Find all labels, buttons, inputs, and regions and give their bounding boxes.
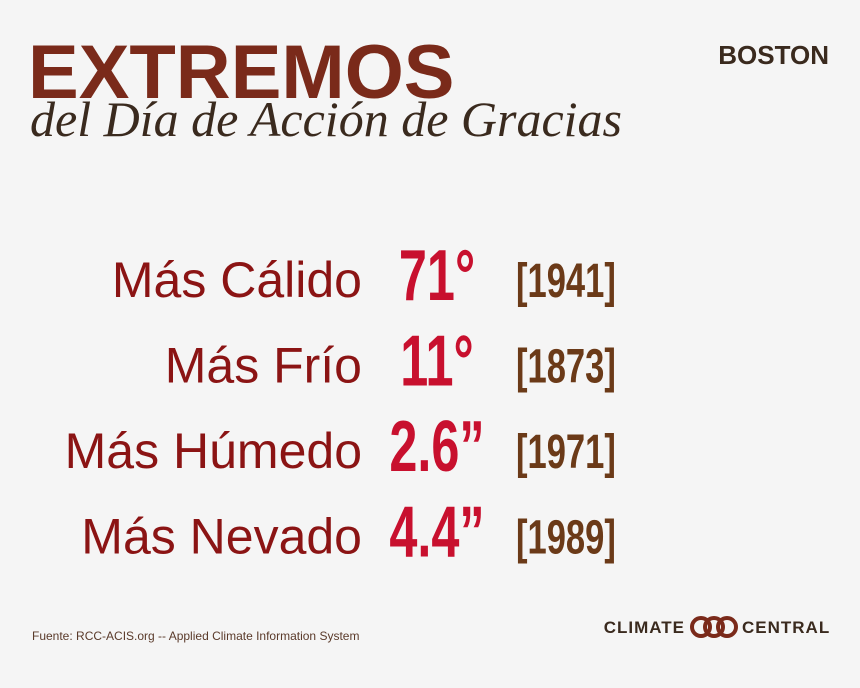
logo-left: CLIMATE	[604, 618, 685, 637]
row-value: 2.6”	[389, 407, 484, 487]
logo-ring	[690, 616, 712, 638]
city: BOSTON	[718, 40, 829, 70]
row-value: 4.4”	[389, 493, 484, 573]
rows: Más Cálido 71° [1941] Más Frío 11° [1873] Más …	[65, 236, 616, 572]
title: EXTREMOS	[28, 30, 455, 115]
row-label: Más Cálido	[112, 252, 362, 308]
row-year: [1971]	[516, 424, 616, 478]
row-year: [1989]	[516, 510, 616, 564]
logo-ring	[716, 616, 738, 638]
logo: CLIMATE CENTRAL	[604, 616, 830, 638]
row-label: Más Frío	[165, 338, 362, 394]
row-year: [1873]	[516, 339, 616, 393]
row-value: 11°	[400, 322, 473, 402]
logo-ring	[703, 616, 725, 638]
row-label: Más Húmedo	[65, 423, 362, 479]
row-year: [1941]	[516, 253, 616, 307]
row-value: 71°	[399, 236, 475, 316]
row-label: Más Nevado	[81, 509, 362, 565]
source: Fuente: RCC-ACIS.org -- Applied Climate …	[32, 629, 359, 643]
logo-right: CENTRAL	[742, 618, 830, 637]
subtitle: del Día de Acción de Gracias	[30, 91, 622, 147]
